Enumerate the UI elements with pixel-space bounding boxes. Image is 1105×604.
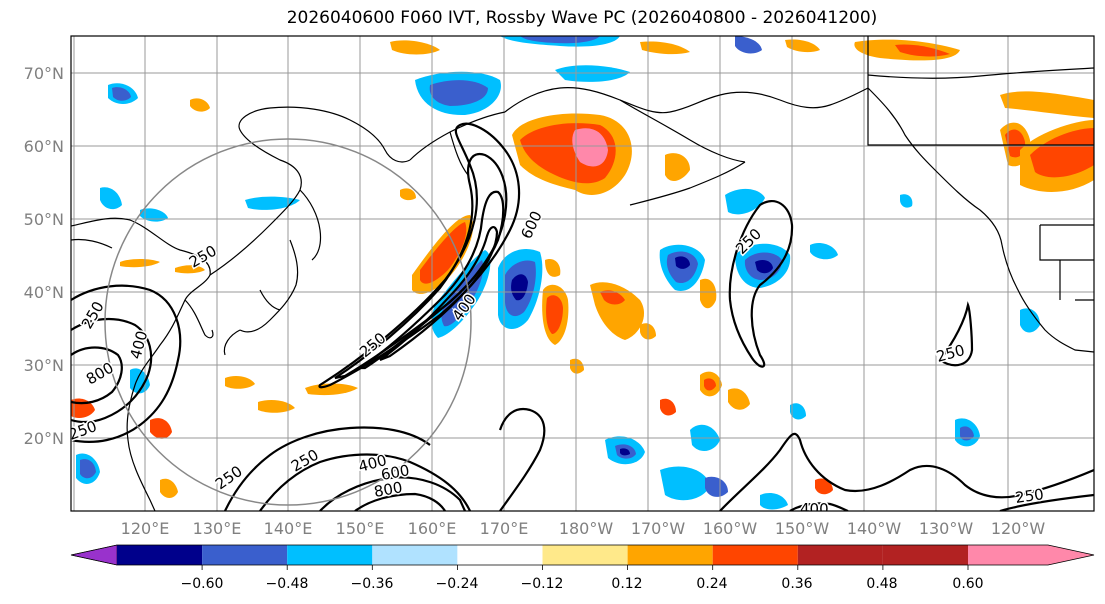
lon-label: 170°W	[631, 519, 686, 538]
lat-label-20n: 20°N	[24, 429, 64, 448]
lon-label: 140°E	[264, 519, 313, 538]
colorbar-segment	[712, 545, 798, 565]
latitude-labels: 70°N 60°N 50°N 40°N 30°N 20°N	[24, 64, 64, 448]
colorbar-segment	[457, 545, 543, 565]
lon-label: 130°E	[193, 519, 242, 538]
lon-label: 160°E	[408, 519, 457, 538]
colorbar-extend-max-tip	[968, 545, 1094, 565]
influence-circle	[104, 138, 472, 506]
colorbar-tick-label: 0.12	[611, 576, 642, 592]
lon-label: 120°W	[991, 519, 1046, 538]
colorbar-tick-label: −0.12	[521, 576, 564, 592]
colorbar-segment	[797, 545, 883, 565]
lat-label-50n: 50°N	[24, 210, 64, 229]
colorbar-extend-max	[882, 545, 968, 565]
colorbar-segment	[372, 545, 458, 565]
longitude-labels: 120°E 130°E 140°E 150°E 160°E 170°E 180°…	[121, 519, 1046, 538]
lat-label-30n: 30°N	[24, 356, 64, 375]
colorbar-segment	[287, 545, 373, 565]
lon-label: 170°E	[480, 519, 529, 538]
lat-lon-grid	[71, 36, 1094, 511]
lon-label: 160°W	[703, 519, 758, 538]
lon-label: 130°W	[919, 519, 974, 538]
colorbar-tick-label: 0.60	[952, 576, 983, 592]
lon-label: 150°W	[775, 519, 830, 538]
map-title: 2026040600 F060 IVT, Rossby Wave PC (202…	[286, 8, 878, 28]
colorbar-extend-min	[70, 544, 118, 566]
lon-label: 180°W	[559, 519, 614, 538]
map-background	[71, 36, 1094, 511]
positive-anomaly-shading	[71, 39, 1094, 498]
lon-label: 140°W	[847, 519, 902, 538]
colorbar-tick-label: 0.24	[696, 576, 727, 592]
colorbar-segment	[627, 545, 713, 565]
map-frame	[70, 35, 1095, 512]
contour-label: 400	[800, 500, 829, 518]
negative-anomaly-shading	[76, 36, 1040, 510]
colorbar-segment	[542, 545, 628, 565]
lon-label: 120°E	[121, 519, 170, 538]
colorbar-tick-label: −0.48	[266, 576, 309, 592]
lat-label-60n: 60°N	[24, 137, 64, 156]
lat-label-40n: 40°N	[24, 283, 64, 302]
coastlines	[71, 36, 1094, 511]
lon-label: 150°E	[336, 519, 385, 538]
colorbar-ticks	[201, 565, 969, 570]
colorbar-segment	[117, 545, 203, 565]
colorbar-tick-label: 0.48	[866, 576, 897, 592]
colorbar-tick-label: 0.36	[781, 576, 812, 592]
ivt-contours	[71, 122, 1094, 511]
colorbar: −0.60 −0.48 −0.36 −0.24 −0.12 0.12 0.24 …	[70, 544, 1095, 592]
colorbar-outline	[70, 544, 1095, 566]
colorbar-tick-label: −0.36	[351, 576, 394, 592]
colorbar-tick-label: −0.24	[436, 576, 479, 592]
colorbar-segment	[202, 545, 288, 565]
lat-label-70n: 70°N	[24, 64, 64, 83]
colorbar-tick-label: −0.60	[181, 576, 224, 592]
